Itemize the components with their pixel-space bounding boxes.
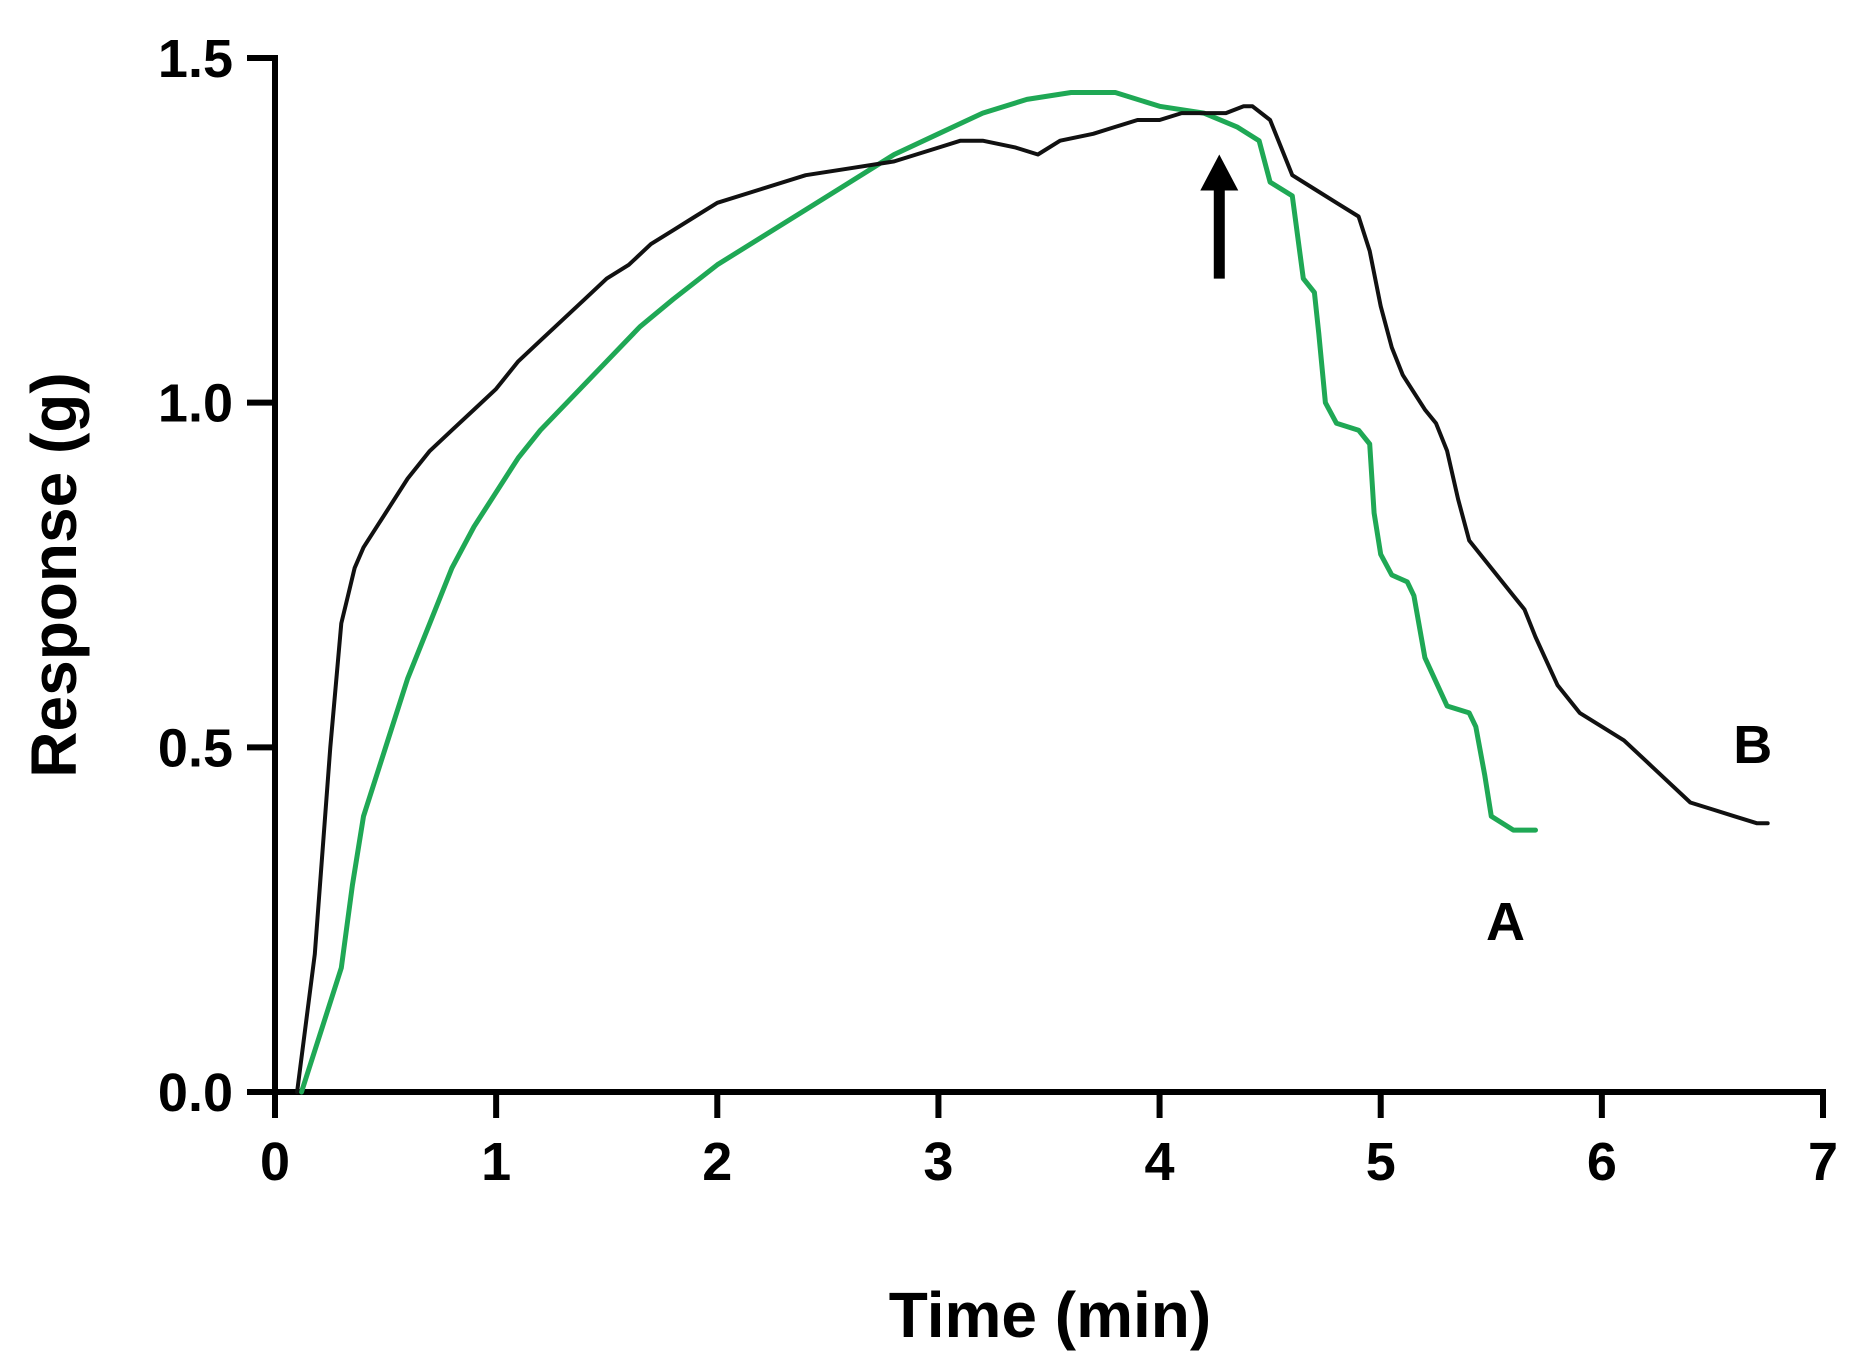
y-tick-label: 1.0 [158, 374, 233, 434]
annotations [1200, 154, 1239, 279]
x-tick-label: 1 [481, 1132, 511, 1192]
x-axis-title: Time (min) [889, 1279, 1211, 1351]
y-tick-label: 0.0 [158, 1063, 233, 1123]
series-label-b: B [1733, 715, 1772, 775]
y-tick-label: 0.5 [158, 718, 233, 778]
arrow-up-icon [1200, 154, 1239, 191]
y-tick-label: 1.5 [158, 29, 233, 89]
x-ticks: 0 1 2 3 4 5 6 7 [260, 1092, 1838, 1192]
axes [272, 55, 1826, 1095]
x-tick-label: 4 [1145, 1132, 1175, 1192]
y-ticks: 0.0 0.5 1.0 1.5 [158, 29, 275, 1123]
series-label-a: A [1486, 892, 1525, 952]
x-tick-label: 0 [260, 1132, 290, 1192]
x-tick-label: 3 [923, 1132, 953, 1192]
series-group: AB [295, 90, 1772, 1095]
x-tick-label: 5 [1366, 1132, 1396, 1192]
series-line-a [299, 90, 1538, 1095]
x-tick-label: 7 [1808, 1132, 1838, 1192]
x-tick-label: 2 [702, 1132, 732, 1192]
y-axis-title: Response (g) [18, 372, 90, 777]
series-line-b [295, 104, 1770, 1094]
x-tick-label: 6 [1587, 1132, 1617, 1192]
